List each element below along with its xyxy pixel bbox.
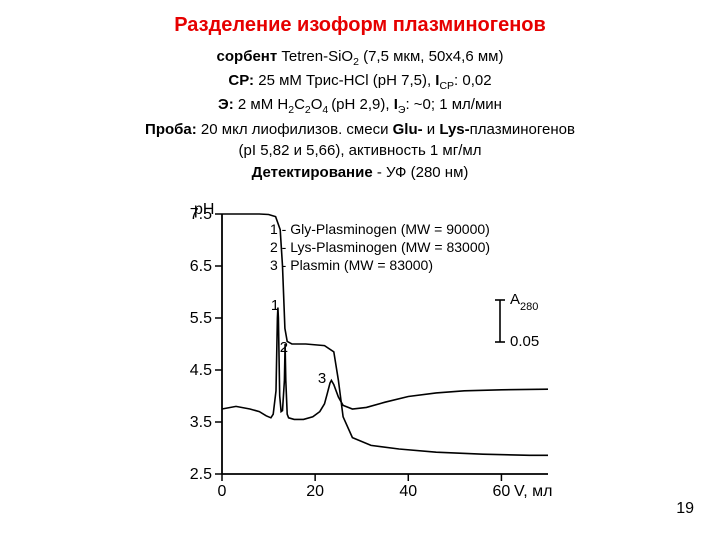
svg-text:40: 40 xyxy=(399,483,417,500)
description-block: сорбент Tetren-SiO2 (7,5 мкм, 50х4,6 мм)… xyxy=(40,46,680,184)
svg-text:60: 60 xyxy=(493,483,511,500)
svg-text:3.5: 3.5 xyxy=(190,414,212,431)
svg-text:2: 2 xyxy=(280,339,288,356)
svg-text:5.5: 5.5 xyxy=(190,310,212,327)
svg-text:1: 1 xyxy=(271,297,279,314)
svg-text:4.5: 4.5 xyxy=(190,362,212,379)
svg-text:2.5: 2.5 xyxy=(190,466,212,483)
svg-text:2 - Lys-Plasminogen (MW = 8300: 2 - Lys-Plasminogen (MW = 83000) xyxy=(270,239,490,255)
svg-text:3 - Plasmin (MW = 83000): 3 - Plasmin (MW = 83000) xyxy=(270,257,433,273)
svg-text:0: 0 xyxy=(218,483,227,500)
page-number: 19 xyxy=(676,500,694,518)
svg-text:3: 3 xyxy=(318,370,326,387)
svg-text:pH: pH xyxy=(194,201,214,218)
svg-text:20: 20 xyxy=(306,483,324,500)
svg-text:A280: A280 xyxy=(510,291,538,313)
svg-text:1 - Gly-Plasminogen (MW = 9000: 1 - Gly-Plasminogen (MW = 90000) xyxy=(270,221,490,237)
svg-text:0.05: 0.05 xyxy=(510,333,539,350)
svg-text:V, мл: V, мл xyxy=(514,483,552,500)
svg-text:6.5: 6.5 xyxy=(190,258,212,275)
chromatogram-chart: 2.53.54.55.56.57.50204060pHV, мл1231 - G… xyxy=(160,200,560,520)
page-title: Разделение изоформ плазминогенов xyxy=(0,14,720,37)
